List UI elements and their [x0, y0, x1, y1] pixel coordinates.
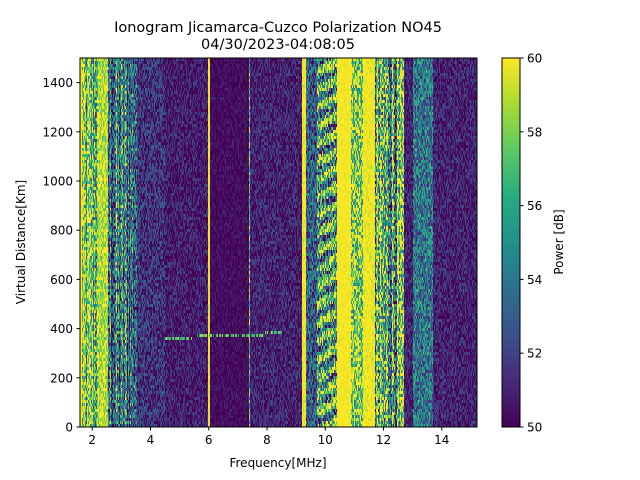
chart-title: Ionogram Jicamarca-Cuzco Polarization NO… — [114, 20, 442, 36]
colorbar-label: Power [dB] — [552, 209, 566, 274]
colorbar-tick-label: 60 — [527, 52, 542, 66]
x-axis-label: Frequency[MHz] — [229, 456, 326, 470]
x-tick-label: 10 — [318, 433, 333, 447]
y-axis-label: Virtual Distance[Km] — [14, 180, 28, 304]
colorbar-gradient — [502, 58, 520, 427]
y-tick-label: 1400 — [42, 76, 73, 90]
y-tick-label: 1200 — [42, 125, 73, 139]
y-tick-label: 800 — [50, 224, 73, 238]
colorbar-tick-label: 50 — [527, 421, 542, 435]
x-tick-label: 8 — [263, 433, 271, 447]
y-tick-label: 400 — [50, 322, 73, 336]
y-tick-label: 200 — [50, 371, 73, 385]
colorbar-tick-label: 58 — [527, 125, 542, 139]
colorbar-tick-label: 54 — [527, 273, 542, 287]
chart-subtitle: 04/30/2023-04:08:05 — [201, 37, 355, 53]
x-tick-label: 14 — [434, 433, 449, 447]
plot-frame — [79, 57, 478, 428]
heatmap-image — [80, 58, 477, 427]
x-tick-label: 4 — [147, 433, 155, 447]
colorbar-frame — [501, 57, 521, 428]
y-tick-label: 0 — [65, 421, 73, 435]
colorbar-tick-label: 52 — [527, 347, 542, 361]
x-tick-label: 12 — [376, 433, 391, 447]
colorbar-tick-label: 56 — [527, 199, 542, 213]
y-tick-label: 1000 — [42, 175, 73, 189]
x-tick-label: 2 — [88, 433, 96, 447]
x-tick-label: 6 — [205, 433, 213, 447]
y-tick-label: 600 — [50, 273, 73, 287]
